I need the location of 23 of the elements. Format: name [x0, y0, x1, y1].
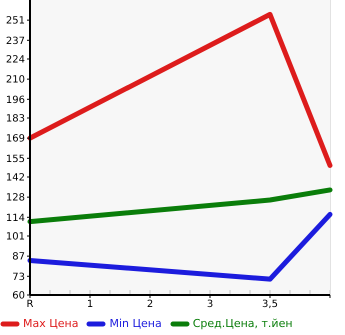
- y-tick-label: 169: [6, 134, 25, 145]
- x-tick-label: 1: [86, 299, 94, 310]
- y-tick-label: 60: [12, 290, 25, 302]
- x-tick-label: 3: [206, 299, 214, 310]
- y-tick-label: 101: [6, 232, 25, 243]
- y-tick-label: 196: [6, 94, 25, 106]
- y-tick-label: 251: [6, 16, 25, 27]
- y-tick-label: 73: [12, 272, 25, 283]
- y-tick-label: 142: [6, 172, 25, 184]
- x-tick-label: 3,5: [262, 299, 278, 310]
- y-tick-label: 114: [6, 212, 25, 224]
- y-tick-label: 128: [6, 192, 25, 204]
- legend-label: Сред.Цена, т.йен: [192, 317, 293, 330]
- legend-label: Min Цена: [108, 317, 162, 330]
- y-tick-label: 183: [6, 114, 25, 125]
- x-tick-label: R: [26, 299, 34, 310]
- y-tick-label: 155: [6, 154, 25, 165]
- y-tick-label: 87: [12, 252, 25, 263]
- y-tick-label: 210: [6, 74, 25, 86]
- y-tick-label: 224: [6, 54, 25, 66]
- legend-label: Max Цена: [22, 317, 78, 330]
- y-tick-label: 237: [6, 36, 25, 47]
- x-tick-label: 2: [146, 299, 154, 310]
